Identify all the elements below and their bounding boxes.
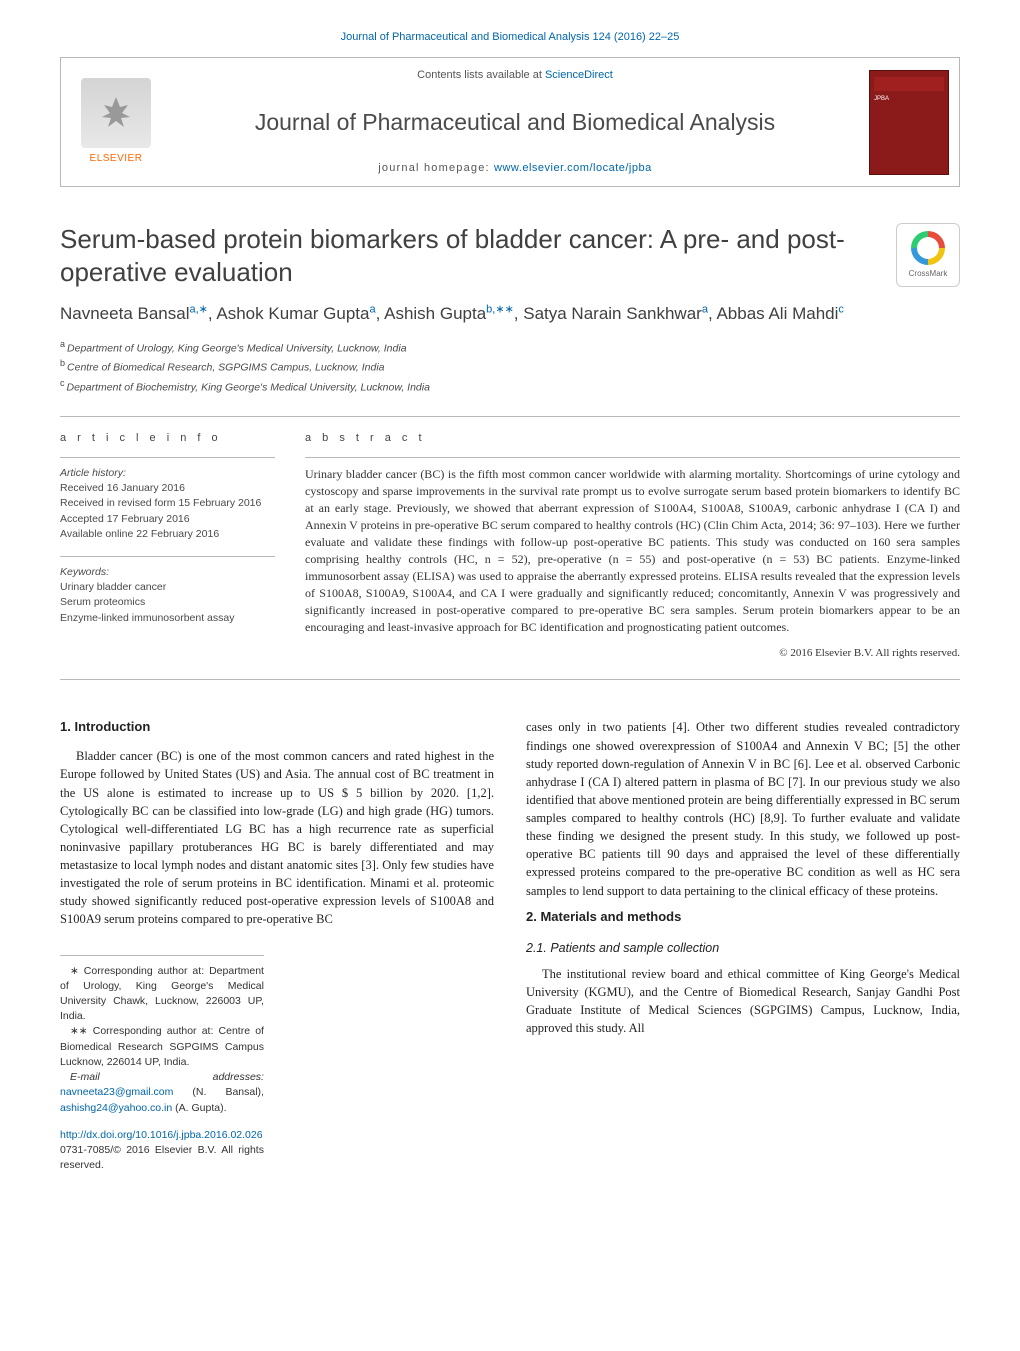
history-online: Available online 22 February 2016 bbox=[60, 528, 219, 540]
keyword-3: Enzyme-linked immunosorbent assay bbox=[60, 612, 235, 624]
title-row: Serum-based protein biomarkers of bladde… bbox=[60, 223, 960, 288]
running-head: Journal of Pharmaceutical and Biomedical… bbox=[60, 30, 960, 45]
corresponding-footnotes: ∗ Corresponding author at: Department of… bbox=[60, 955, 264, 1116]
homepage-prefix: journal homepage: bbox=[378, 162, 494, 174]
publisher-logo-block: ELSEVIER bbox=[61, 58, 171, 186]
author-2: Ashok Kumar Gupta bbox=[216, 304, 369, 323]
author-4-affil: a bbox=[702, 304, 708, 316]
article-info-heading: a r t i c l e i n f o bbox=[60, 431, 275, 447]
section-1-para-1: Bladder cancer (BC) is one of the most c… bbox=[60, 747, 494, 928]
issn-copyright: 0731-7085/© 2016 Elsevier B.V. All right… bbox=[60, 1144, 264, 1171]
section-1-para-2: cases only in two patients [4]. Other tw… bbox=[526, 718, 960, 899]
keyword-1: Urinary bladder cancer bbox=[60, 581, 166, 593]
affiliation-c: Department of Biochemistry, King George'… bbox=[67, 381, 430, 393]
doi-link[interactable]: http://dx.doi.org/10.1016/j.jpba.2016.02… bbox=[60, 1129, 263, 1141]
crossmark-icon bbox=[911, 231, 945, 265]
abstract-text: Urinary bladder cancer (BC) is the fifth… bbox=[305, 466, 960, 636]
doi-block: http://dx.doi.org/10.1016/j.jpba.2016.02… bbox=[60, 1128, 264, 1174]
abstract-copyright: © 2016 Elsevier B.V. All rights reserved… bbox=[305, 646, 960, 662]
journal-cover-thumbnail: JPBA bbox=[869, 70, 949, 175]
section-2-1-heading: 2.1. Patients and sample collection bbox=[526, 939, 960, 957]
contents-prefix: Contents lists available at bbox=[417, 69, 545, 81]
article-history: Article history: Received 16 January 201… bbox=[60, 466, 275, 542]
author-1: Navneeta Bansal bbox=[60, 304, 189, 323]
author-5: Abbas Ali Mahdi bbox=[716, 304, 838, 323]
emails-label: E-mail addresses: bbox=[70, 1071, 264, 1083]
article-info-column: a r t i c l e i n f o Article history: R… bbox=[60, 431, 275, 662]
author-3: Ashish Gupta bbox=[384, 304, 486, 323]
journal-name: Journal of Pharmaceutical and Biomedical… bbox=[255, 106, 775, 138]
history-revised: Received in revised form 15 February 201… bbox=[60, 497, 261, 509]
email-2-who: (A. Gupta). bbox=[172, 1102, 226, 1114]
masthead-right: JPBA bbox=[859, 58, 959, 186]
email-1-who: (N. Bansal), bbox=[173, 1086, 264, 1098]
email-2-link[interactable]: ashishg24@yahoo.co.in bbox=[60, 1102, 172, 1114]
affiliation-b: Centre of Biomedical Research, SGPGIMS C… bbox=[67, 362, 384, 374]
author-3-affil: b,∗∗ bbox=[486, 304, 514, 316]
journal-homepage-line: journal homepage: www.elsevier.com/locat… bbox=[378, 161, 651, 176]
affiliations: aDepartment of Urology, King George's Me… bbox=[60, 338, 960, 396]
section-2-1-para-1: The institutional review board and ethic… bbox=[526, 965, 960, 1038]
elsevier-wordmark: ELSEVIER bbox=[90, 152, 143, 166]
affiliation-a: Department of Urology, King George's Med… bbox=[67, 343, 407, 355]
crossmark-badge[interactable]: CrossMark bbox=[896, 223, 960, 287]
keyword-2: Serum proteomics bbox=[60, 596, 145, 608]
author-2-affil: a bbox=[369, 304, 375, 316]
journal-homepage-link[interactable]: www.elsevier.com/locate/jpba bbox=[494, 162, 652, 174]
masthead-center: Contents lists available at ScienceDirec… bbox=[171, 58, 859, 186]
author-1-affil: a,∗ bbox=[189, 304, 207, 316]
footnote-corr-1: ∗ Corresponding author at: Department of… bbox=[60, 964, 264, 1025]
keywords-block: Keywords: Urinary bladder cancer Serum p… bbox=[60, 565, 275, 626]
footnote-emails: E-mail addresses: navneeta23@gmail.com (… bbox=[60, 1070, 264, 1116]
author-4: Satya Narain Sankhwar bbox=[523, 304, 702, 323]
body-two-column: 1. Introduction Bladder cancer (BC) is o… bbox=[60, 718, 960, 1173]
author-5-affil: c bbox=[838, 304, 844, 316]
keywords-label: Keywords: bbox=[60, 566, 109, 578]
author-list: Navneeta Bansala,∗, Ashok Kumar Guptaa, … bbox=[60, 302, 960, 326]
history-label: Article history: bbox=[60, 467, 126, 479]
email-1-link[interactable]: navneeta23@gmail.com bbox=[60, 1086, 173, 1098]
elsevier-tree-icon bbox=[81, 78, 151, 148]
sciencedirect-link[interactable]: ScienceDirect bbox=[545, 69, 613, 81]
abstract-column: a b s t r a c t Urinary bladder cancer (… bbox=[305, 431, 960, 662]
section-1-heading: 1. Introduction bbox=[60, 718, 494, 737]
article-title: Serum-based protein biomarkers of bladde… bbox=[60, 223, 882, 288]
contents-available-line: Contents lists available at ScienceDirec… bbox=[417, 68, 613, 83]
history-received: Received 16 January 2016 bbox=[60, 482, 185, 494]
abstract-heading: a b s t r a c t bbox=[305, 431, 960, 447]
footnote-corr-2: ∗∗ Corresponding author at: Centre of Bi… bbox=[60, 1024, 264, 1070]
journal-masthead: ELSEVIER Contents lists available at Sci… bbox=[60, 57, 960, 187]
cover-abbrev: JPBA bbox=[874, 95, 944, 103]
section-2-heading: 2. Materials and methods bbox=[526, 908, 960, 927]
history-accepted: Accepted 17 February 2016 bbox=[60, 513, 190, 525]
crossmark-label: CrossMark bbox=[909, 268, 948, 279]
info-abstract-block: a r t i c l e i n f o Article history: R… bbox=[60, 416, 960, 681]
